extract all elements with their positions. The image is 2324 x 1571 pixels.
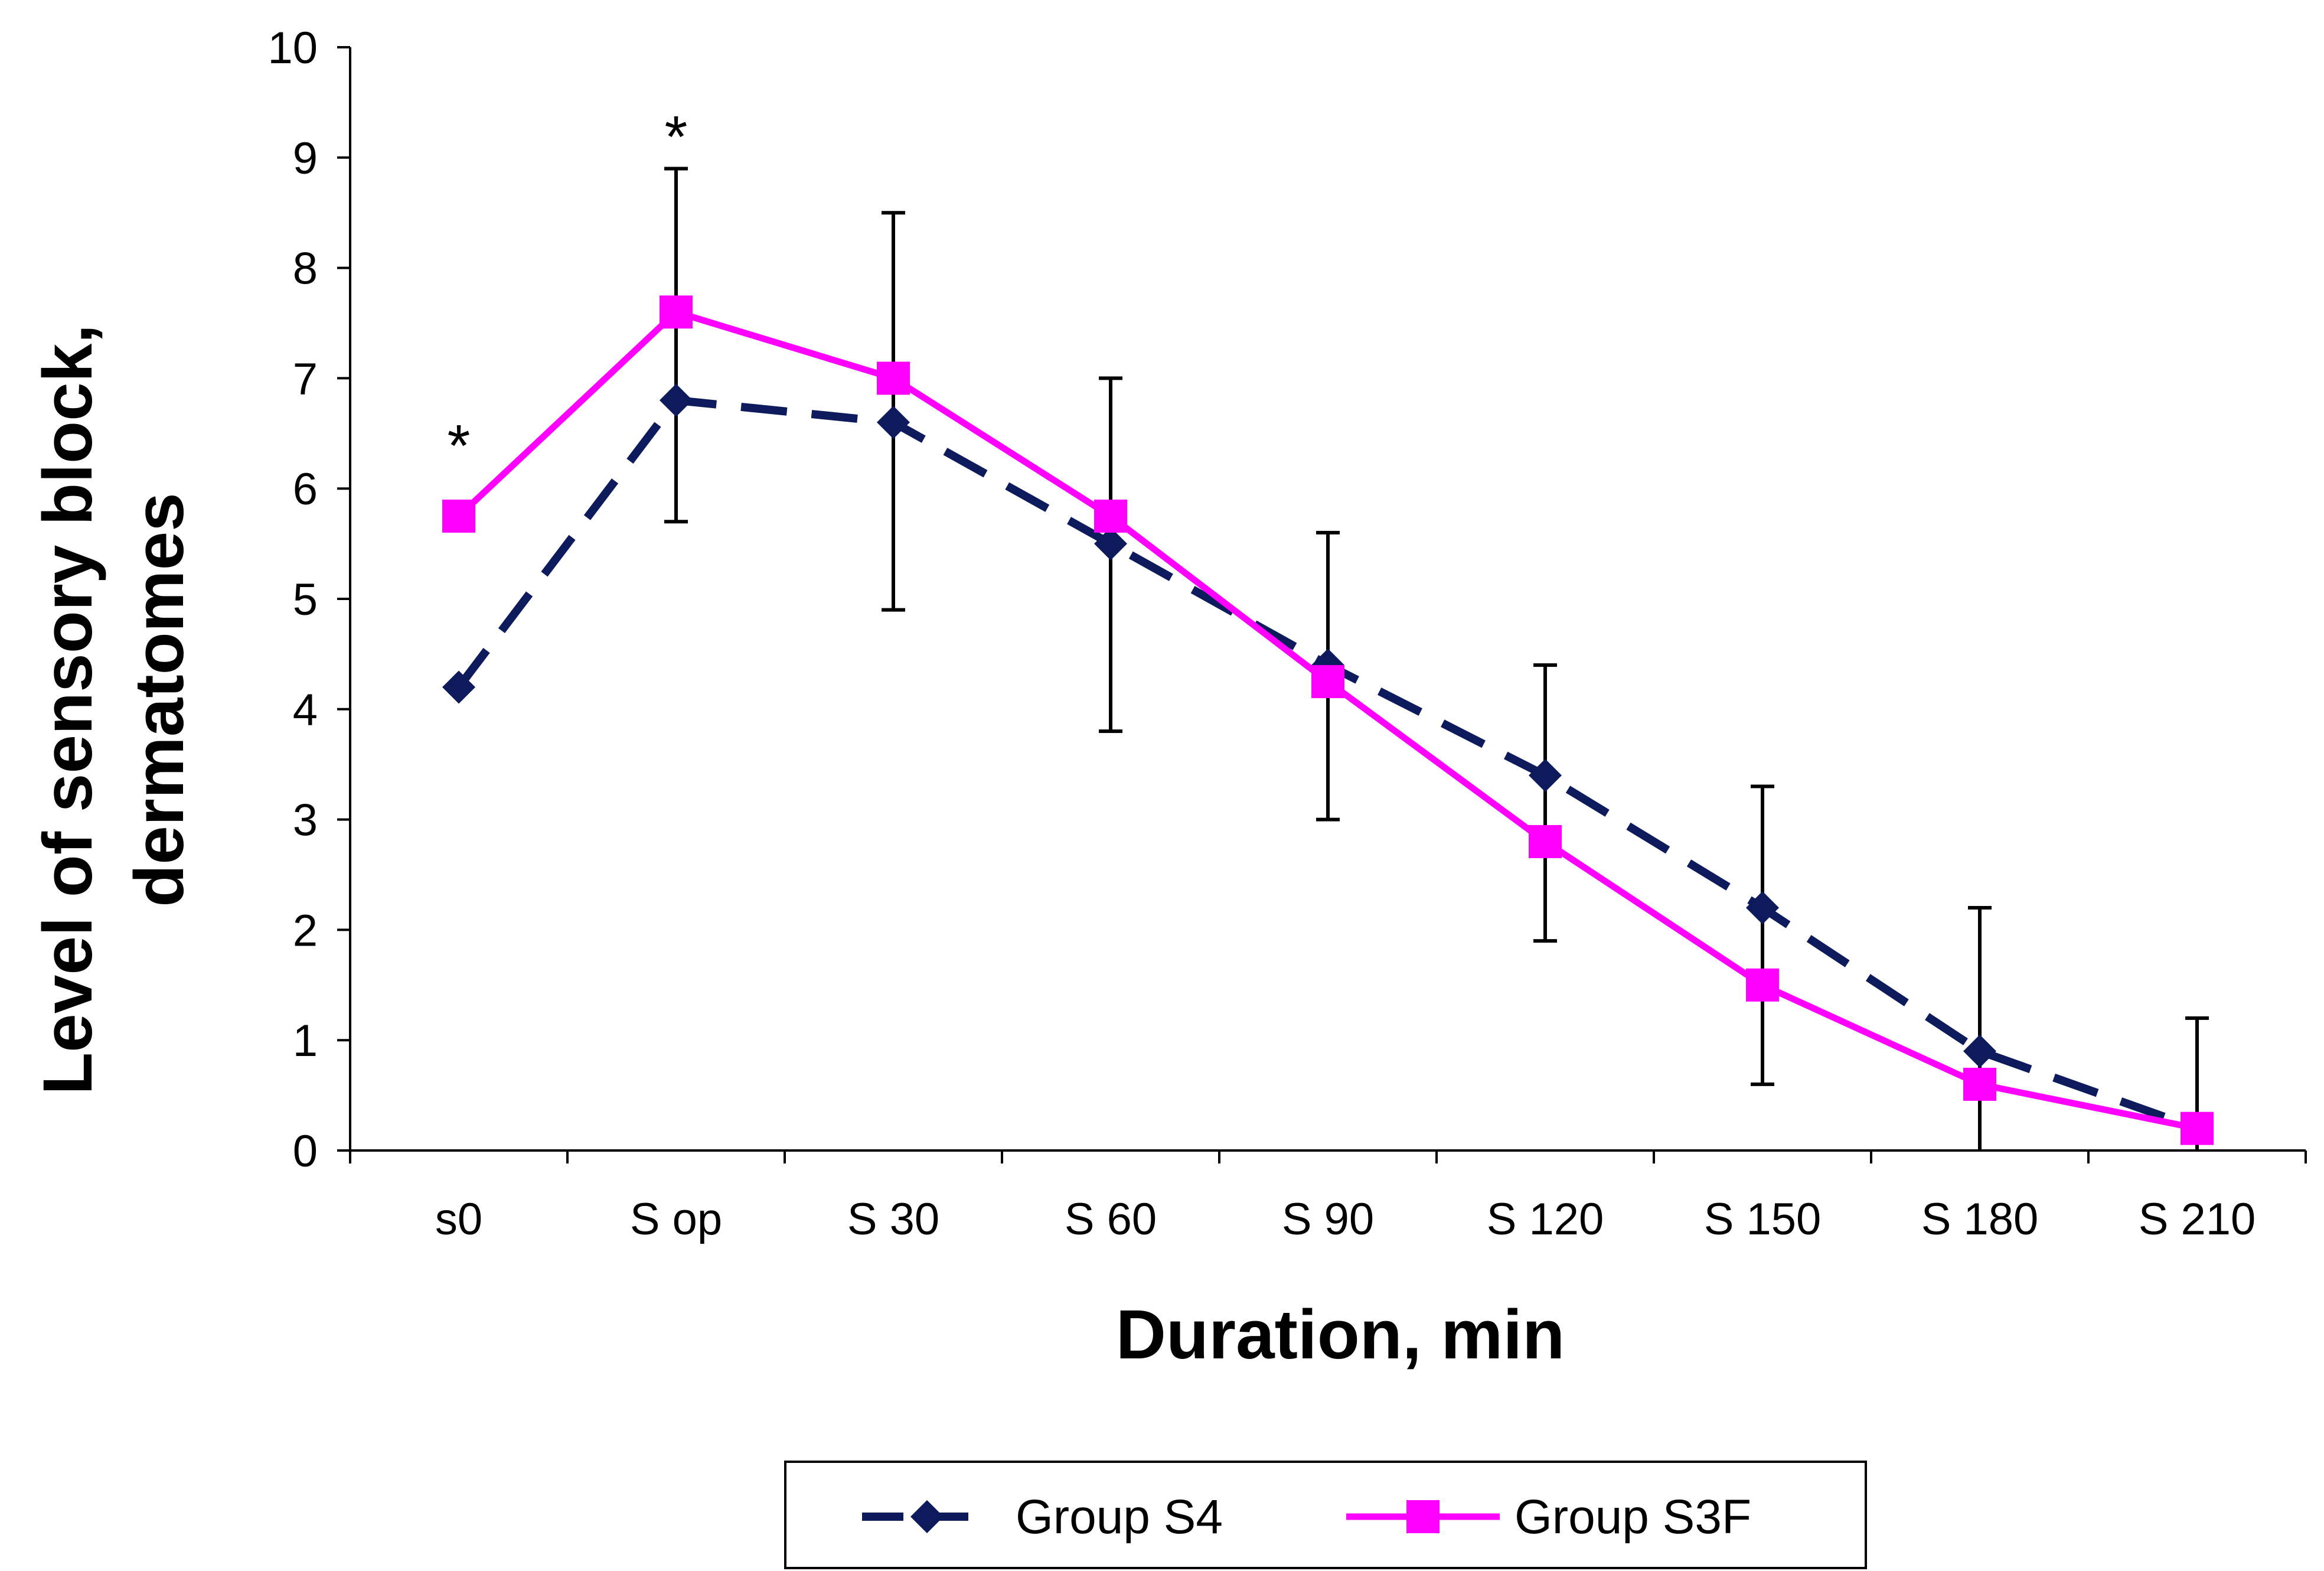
series-1-point [1963, 1034, 1996, 1068]
x-axis-title: Duration, min [1116, 1296, 1565, 1374]
y-tick-label: 5 [293, 575, 318, 625]
series-2-point [442, 499, 475, 533]
series-1-point [1529, 758, 1562, 792]
series-1-point [1746, 891, 1779, 925]
series-2-point [1529, 824, 1562, 858]
series-2-point [2181, 1112, 2214, 1145]
y-tick-label: 0 [293, 1126, 318, 1176]
legend: Group S4 Group S3F [784, 1461, 1867, 1569]
y-tick-label: 3 [293, 796, 318, 846]
series-2-point [877, 361, 910, 395]
series-2-point [1311, 665, 1344, 699]
x-tick-label: S 120 [1487, 1194, 1604, 1244]
x-tick-label: S 90 [1282, 1194, 1374, 1244]
series-1-point [877, 406, 910, 439]
series-2-point [660, 295, 693, 329]
y-tick-label: 2 [293, 905, 318, 956]
y-tick-label: 6 [293, 464, 318, 514]
y-axis-title: Level of sensory block, dermatomes [29, 305, 198, 1095]
significance-asterisk: * [665, 104, 688, 170]
x-tick-label: S op [630, 1194, 722, 1244]
series-1-point [660, 383, 693, 417]
axes: 0 1 2 3 4 5 6 7 8 9 10 s0 S op S 30 S 60 S 90 S 120 S 150… [267, 23, 2307, 1244]
legend-marker-group-s4 [910, 1500, 944, 1533]
legend-marker-group-s3f [1406, 1500, 1440, 1533]
series-2-point [1746, 968, 1779, 1002]
y-tick-label: 9 [293, 133, 318, 184]
y-tick-label: 4 [293, 685, 318, 735]
x-tick-label: S 30 [847, 1194, 939, 1244]
x-tick-label: s0 [435, 1194, 482, 1244]
y-tick-label: 7 [293, 354, 318, 404]
x-tick-label: S 180 [1921, 1194, 2039, 1244]
x-tick-label: S 150 [1704, 1194, 1822, 1244]
series-1-point [442, 670, 475, 704]
error-bars [664, 167, 2209, 1150]
series-1-point [1094, 527, 1127, 560]
series-2-point [1963, 1067, 1996, 1101]
y-axis-title-line-1: Level of sensory block, [29, 324, 107, 1095]
legend-label-group-s3f: Group S3F [1514, 1490, 1751, 1544]
y-axis-title-line-2: dermatomes [120, 493, 198, 907]
x-tick-label: S 60 [1065, 1194, 1157, 1244]
y-tick-label: 8 [293, 244, 318, 294]
series-layer [442, 295, 2214, 1145]
y-tick-label: 10 [267, 23, 318, 73]
x-tick-label: S 210 [2139, 1194, 2256, 1244]
annotations: ** [448, 104, 688, 479]
y-tick-label: 1 [293, 1016, 318, 1066]
series-2-point [1094, 499, 1127, 533]
significance-asterisk: * [448, 413, 471, 479]
legend-label-group-s4: Group S4 [1016, 1490, 1223, 1544]
